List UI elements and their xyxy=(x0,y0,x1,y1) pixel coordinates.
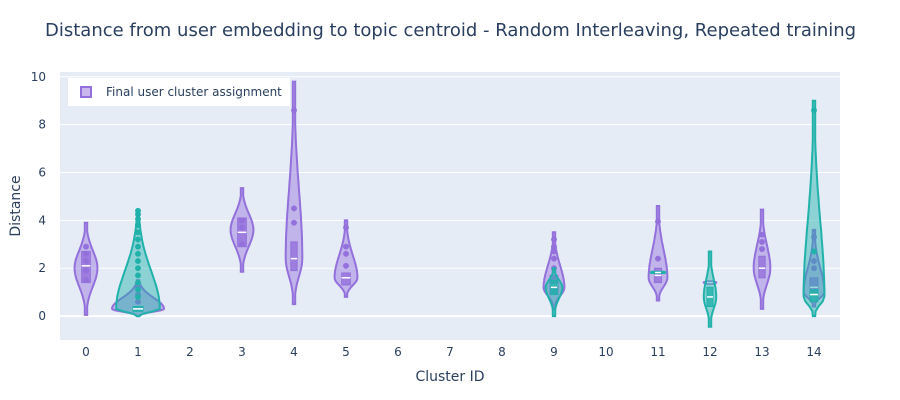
outlier-point xyxy=(83,277,89,284)
violin-iqr-box xyxy=(809,289,819,303)
outlier-point xyxy=(135,265,141,272)
outlier-point xyxy=(239,224,245,231)
outlier-point xyxy=(811,248,817,255)
x-tick-label: 10 xyxy=(598,345,613,359)
outlier-point xyxy=(655,255,661,262)
outlier-point xyxy=(291,219,297,226)
outlier-point xyxy=(83,258,89,264)
outlier-point xyxy=(811,258,817,264)
outlier-point xyxy=(239,217,245,224)
chart-title: Distance from user embedding to topic ce… xyxy=(45,20,857,41)
x-tick-label: 2 xyxy=(186,345,194,359)
y-tick-label: 10 xyxy=(31,70,46,84)
outlier-point xyxy=(551,236,557,243)
x-tick-label: 3 xyxy=(238,345,246,359)
y-tick-label: 2 xyxy=(38,261,46,275)
y-tick-label: 6 xyxy=(38,166,46,180)
violin-iqr-box xyxy=(290,241,298,272)
x-tick-label: 7 xyxy=(446,345,454,359)
y-tick-labels: 0 2 4 6 8 10 xyxy=(31,70,46,323)
outlier-point xyxy=(759,238,765,245)
outlier-point xyxy=(135,207,141,214)
outlier-point xyxy=(343,243,349,250)
outlier-point xyxy=(135,243,141,250)
outlier-point xyxy=(343,250,349,257)
x-tick-label: 14 xyxy=(806,345,821,359)
outlier-point xyxy=(135,229,141,236)
violin-marks xyxy=(73,80,826,328)
legend[interactable]: Final user cluster assignment xyxy=(68,78,290,106)
y-tick-label: 8 xyxy=(38,118,46,132)
x-tick-label: 8 xyxy=(498,345,506,359)
outlier-point xyxy=(811,107,817,114)
violin-body xyxy=(802,99,826,318)
x-axis-title: Cluster ID xyxy=(415,369,484,385)
outlier-point xyxy=(291,107,297,114)
x-tick-label: 4 xyxy=(290,345,298,359)
legend-swatch xyxy=(80,86,92,98)
x-tick-label: 6 xyxy=(394,345,402,359)
outlier-point xyxy=(343,262,349,269)
outlier-point xyxy=(83,250,89,257)
violin-iqr-box xyxy=(758,255,766,279)
outlier-point xyxy=(135,279,141,286)
outlier-point xyxy=(135,222,141,229)
violin-body xyxy=(333,219,359,298)
outlier-point xyxy=(759,231,765,238)
outlier-point xyxy=(83,243,89,250)
outlier-point xyxy=(135,236,141,243)
x-tick-labels: 0 1 2 3 4 5 6 7 8 9 10 11 12 13 14 xyxy=(82,345,821,359)
outlier-point xyxy=(655,218,661,225)
outlier-point xyxy=(135,286,141,293)
violin-body xyxy=(284,80,304,306)
x-tick-label: 12 xyxy=(702,345,717,359)
outlier-point xyxy=(759,246,765,253)
outlier-point xyxy=(135,293,141,300)
x-tick-label: 11 xyxy=(650,345,665,359)
outlier-point xyxy=(239,241,245,248)
outlier-point xyxy=(551,255,557,262)
legend-label: Final user cluster assignment xyxy=(106,85,282,99)
outlier-point xyxy=(811,265,817,272)
y-tick-label: 0 xyxy=(38,309,46,323)
outlier-point xyxy=(551,243,557,250)
outlier-point xyxy=(291,205,297,212)
x-tick-label: 13 xyxy=(754,345,769,359)
outlier-point xyxy=(135,272,141,279)
outlier-point xyxy=(83,267,89,274)
outlier-point xyxy=(135,258,141,264)
x-tick-label: 5 xyxy=(342,345,350,359)
y-axis-title: Distance xyxy=(8,175,24,236)
outlier-point xyxy=(811,234,817,241)
gridlines xyxy=(60,76,840,318)
outlier-point xyxy=(343,224,349,231)
x-tick-label: 9 xyxy=(550,345,558,359)
outlier-point xyxy=(135,250,141,257)
violin-body xyxy=(647,205,669,302)
violin-iqr-box xyxy=(341,272,351,286)
y-tick-label: 4 xyxy=(38,213,46,227)
x-tick-label: 1 xyxy=(134,345,142,359)
plot-background xyxy=(60,72,840,340)
x-tick-label: 0 xyxy=(82,345,90,359)
